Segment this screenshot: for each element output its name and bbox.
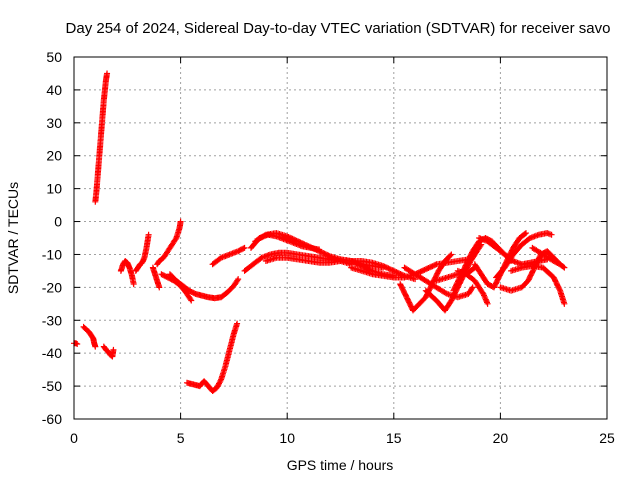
data-point-marks bbox=[209, 244, 248, 268]
y-tick-label: -50 bbox=[42, 378, 62, 394]
data-point-marks bbox=[80, 323, 99, 350]
data-point-marks bbox=[184, 320, 241, 394]
y-tick-label: 30 bbox=[46, 115, 62, 131]
y-tick-label: -60 bbox=[42, 411, 62, 427]
y-tick-label: -40 bbox=[42, 345, 62, 361]
data-point-marks bbox=[92, 70, 111, 205]
data-point-marks bbox=[117, 258, 137, 288]
plot-frame bbox=[73, 56, 608, 420]
y-axis-label: SDTVAR / TECUs bbox=[5, 182, 21, 294]
x-tick-label: 25 bbox=[599, 430, 615, 446]
data-point-marks bbox=[132, 231, 152, 274]
data-series bbox=[209, 244, 248, 268]
data-series bbox=[149, 264, 163, 291]
data-series bbox=[154, 218, 184, 268]
y-tick-label: 20 bbox=[46, 148, 62, 164]
y-tick-label: 40 bbox=[46, 82, 62, 98]
data-point-marks bbox=[493, 230, 555, 281]
data-marks bbox=[71, 70, 568, 394]
chart-title: Day 254 of 2024, Sidereal Day-to-day VTE… bbox=[66, 20, 611, 37]
data-series bbox=[100, 343, 117, 360]
data-series bbox=[184, 320, 241, 394]
data-series bbox=[508, 263, 568, 307]
axis-ticks: 0 5 10 15 20 25 -60 -50 -40 -30 -20 -10 0 10 20 30 40 50 bbox=[42, 49, 615, 446]
x-tick-label: 20 bbox=[493, 430, 509, 446]
data-series bbox=[454, 267, 491, 307]
data-series bbox=[401, 264, 476, 301]
y-tick-label: -30 bbox=[42, 312, 62, 328]
y-tick-label: 10 bbox=[46, 181, 62, 197]
data-point-marks bbox=[149, 264, 163, 291]
data-point-marks bbox=[154, 218, 184, 268]
x-axis-label: GPS time / hours bbox=[287, 457, 394, 473]
data-series bbox=[493, 230, 555, 281]
data-series bbox=[80, 323, 99, 350]
data-series bbox=[132, 231, 152, 274]
y-tick-label: -10 bbox=[42, 246, 62, 262]
data-point-marks bbox=[508, 263, 568, 307]
data-series bbox=[117, 258, 137, 288]
data-series bbox=[92, 70, 111, 205]
y-tick-label: 0 bbox=[54, 214, 62, 230]
data-point-marks bbox=[401, 264, 476, 301]
grid-lines bbox=[74, 57, 607, 419]
data-series bbox=[166, 271, 242, 302]
data-point-marks bbox=[166, 271, 242, 302]
data-point-marks bbox=[454, 267, 491, 307]
data-point-marks bbox=[100, 343, 117, 360]
x-tick-label: 10 bbox=[279, 430, 295, 446]
y-tick-label: 50 bbox=[46, 49, 62, 65]
data-series bbox=[529, 244, 568, 271]
x-tick-label: 0 bbox=[70, 430, 78, 446]
y-tick-label: -20 bbox=[42, 279, 62, 295]
data-point-marks bbox=[529, 244, 568, 271]
x-tick-label: 5 bbox=[177, 430, 185, 446]
x-tick-label: 15 bbox=[386, 430, 402, 446]
